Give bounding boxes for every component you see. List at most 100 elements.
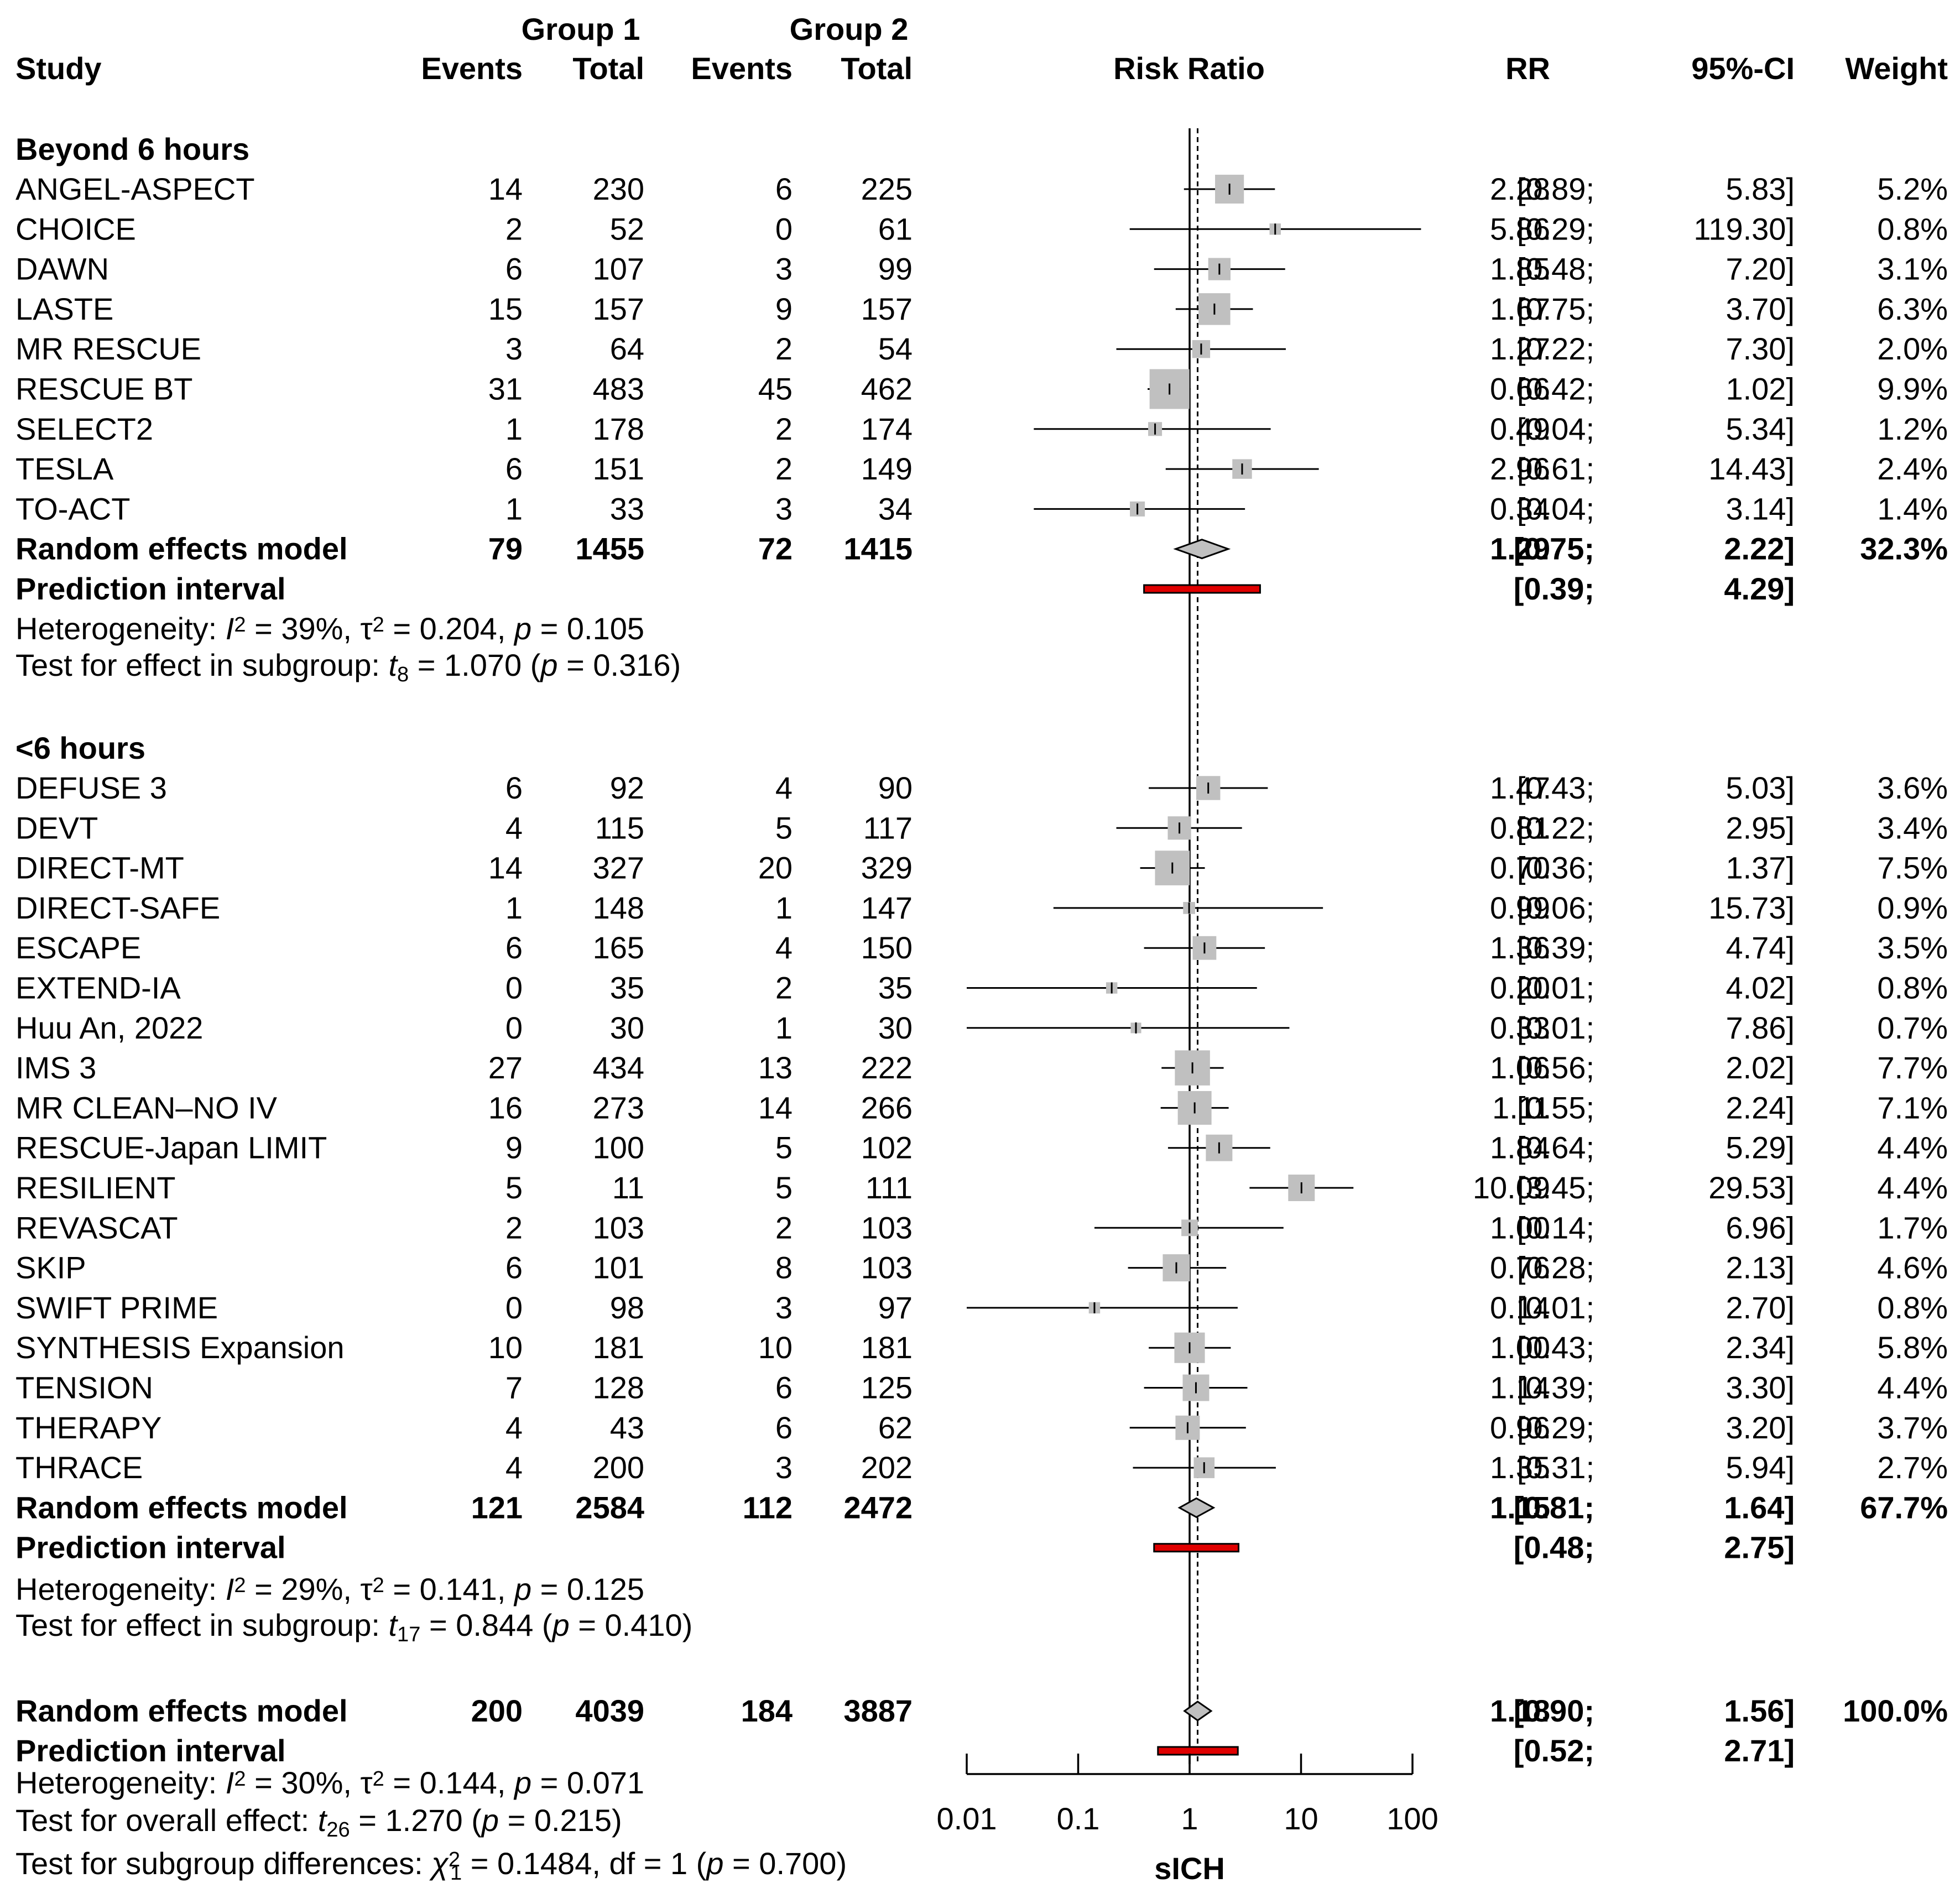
- ci-lower: [0.36;: [1517, 851, 1594, 885]
- ci-upper: 2.24]: [1726, 1090, 1795, 1125]
- rr-value: 1.67: [1490, 291, 1550, 326]
- weight-value: 3.7%: [1877, 1410, 1948, 1445]
- prediction-interval-bar: [1157, 1746, 1239, 1756]
- study-name: LASTE: [15, 291, 113, 326]
- ci-lower: [0.55;: [1517, 1090, 1594, 1125]
- pooled-ci-upper: 1.56]: [1724, 1693, 1795, 1728]
- ci-lower: [0.48;: [1517, 252, 1594, 286]
- group1-total: 52: [610, 211, 644, 246]
- pooled-rr-value: 1.29: [1490, 531, 1550, 566]
- ci-upper: 5.83]: [1726, 171, 1795, 206]
- x-tick-label: 0.01: [937, 1801, 997, 1836]
- group2-events: 4: [775, 770, 793, 805]
- ci-upper: 3.30]: [1726, 1370, 1795, 1405]
- group1-total: 107: [593, 252, 644, 286]
- ci-upper: 7.86]: [1726, 1010, 1795, 1045]
- ci-upper: 5.94]: [1726, 1450, 1795, 1485]
- study-name: MR RESCUE: [15, 331, 201, 366]
- group1-events: 31: [488, 372, 523, 406]
- group1-total: 273: [593, 1090, 644, 1125]
- group2-total: 97: [878, 1290, 913, 1325]
- group1-events: 4: [505, 810, 523, 845]
- group1-events: 0: [505, 1010, 523, 1045]
- ci-upper: 6.96]: [1726, 1210, 1795, 1245]
- ci-lower: [0.01;: [1517, 1290, 1594, 1325]
- ci-lower: [0.29;: [1517, 211, 1594, 246]
- study-name: THERAPY: [15, 1410, 162, 1445]
- ci-upper: 1.02]: [1726, 372, 1795, 406]
- group1-events: 1: [505, 491, 523, 526]
- group2-total: 149: [861, 451, 913, 486]
- x-tick-label: 100: [1386, 1801, 1438, 1836]
- study-name: SKIP: [15, 1250, 86, 1285]
- ci-upper: 7.30]: [1726, 331, 1795, 366]
- group1-events: 9: [505, 1130, 523, 1165]
- ci-upper: 4.02]: [1726, 971, 1795, 1005]
- rr-value: 1.11: [1492, 1090, 1550, 1125]
- prediction-ci-lower: [0.48;: [1514, 1530, 1594, 1565]
- study-name: ESCAPE: [15, 930, 141, 965]
- group2-total: 225: [861, 171, 913, 206]
- weight-value: 4.4%: [1877, 1130, 1948, 1165]
- pooled-diamond: [1183, 1700, 1213, 1722]
- ci-upper: 4.74]: [1726, 930, 1795, 965]
- heterogeneity-text: Heterogeneity: I2 = 29%, τ2 = 0.141, p =…: [15, 1572, 644, 1606]
- group2-total: 99: [878, 252, 913, 286]
- rr-value: 0.99: [1490, 890, 1550, 925]
- group2-total: 329: [861, 851, 913, 885]
- weight-value: 1.4%: [1877, 491, 1948, 526]
- ci-upper: 1.37]: [1726, 851, 1795, 885]
- weight-value: 0.7%: [1877, 1010, 1948, 1045]
- pooled-ci-lower: [0.81;: [1514, 1490, 1594, 1525]
- weight-value: 7.5%: [1877, 851, 1948, 885]
- group2-events: 45: [758, 372, 793, 406]
- ci-column-header: 95%-CI: [1691, 51, 1795, 86]
- group2-n-total: 2472: [843, 1490, 913, 1525]
- ci-lower: [0.04;: [1517, 411, 1594, 446]
- subgroup-title: <6 hours: [15, 731, 145, 765]
- ci-lower: [0.22;: [1517, 331, 1594, 366]
- group1-total: 92: [610, 770, 644, 805]
- ci-lower: [0.01;: [1517, 971, 1594, 1005]
- group2-total: 462: [861, 372, 913, 406]
- weight-value: 1.7%: [1877, 1210, 1948, 1245]
- group1-events: 5: [505, 1170, 523, 1205]
- group2-events: 6: [775, 1410, 793, 1445]
- ci-upper: 29.53]: [1708, 1170, 1795, 1205]
- rr-value: 1.36: [1490, 930, 1550, 965]
- group2-total: 90: [878, 770, 913, 805]
- pooled-ci-lower: [0.75;: [1514, 531, 1594, 566]
- prediction-interval-label: Prediction interval: [15, 1733, 286, 1768]
- study-name: TENSION: [15, 1370, 153, 1405]
- group1-events-total: 200: [471, 1693, 523, 1728]
- group2-total: 62: [878, 1410, 913, 1445]
- group2-events-total: 112: [743, 1490, 793, 1525]
- rr-value: 1.35: [1490, 1450, 1550, 1485]
- group1-events: 16: [488, 1090, 523, 1125]
- group2-events: 13: [758, 1050, 793, 1085]
- group2-events-total: 72: [758, 531, 793, 566]
- subgroup-title: Beyond 6 hours: [15, 132, 249, 166]
- rr-value: 0.66: [1490, 372, 1550, 406]
- group1-total: 178: [593, 411, 644, 446]
- group2-total-header: Total: [841, 51, 913, 86]
- group1-events: 14: [488, 171, 523, 206]
- study-column-header: Study: [15, 51, 102, 86]
- rr-column-header: RR: [1505, 51, 1550, 86]
- weight-value: 4.4%: [1877, 1170, 1948, 1205]
- group1-total: 98: [610, 1290, 644, 1325]
- group2-total: 102: [861, 1130, 913, 1165]
- ci-upper: 2.13]: [1726, 1250, 1795, 1285]
- ci-upper: 3.70]: [1726, 291, 1795, 326]
- group2-total: 125: [861, 1370, 913, 1405]
- pooled-diamond: [1177, 1497, 1216, 1519]
- weight-value: 2.4%: [1877, 451, 1948, 486]
- prediction-ci-upper: 4.29]: [1724, 571, 1795, 606]
- rr-value: 1.00: [1490, 1330, 1550, 1365]
- rr-value: 0.20: [1490, 971, 1550, 1005]
- ci-upper: 2.02]: [1726, 1050, 1795, 1085]
- rr-value: 1.47: [1490, 770, 1550, 805]
- group2-total: 117: [863, 810, 913, 845]
- group2-events-total: 184: [741, 1693, 793, 1728]
- group1-events: 7: [505, 1370, 523, 1405]
